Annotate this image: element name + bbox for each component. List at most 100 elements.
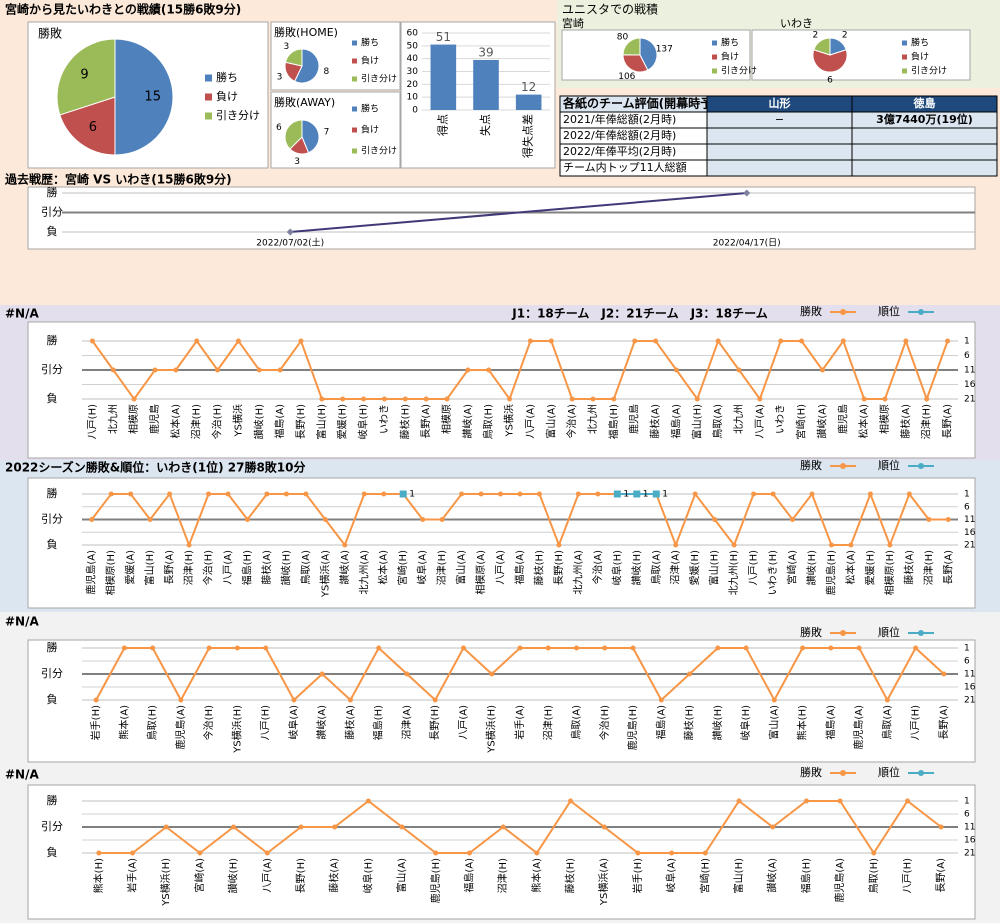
x-tick-label: 今治(H) — [202, 705, 215, 740]
table-cell — [851, 127, 998, 145]
legend-swatch — [902, 54, 907, 60]
point — [941, 671, 947, 677]
x-tick-label: 八戸(H) — [910, 705, 922, 740]
point — [882, 396, 888, 402]
x-tick-label: 鹿児島(A) — [833, 858, 846, 903]
table-cell — [851, 143, 998, 161]
pie-slice — [301, 119, 320, 154]
point — [108, 491, 114, 497]
point — [432, 697, 438, 703]
point — [871, 850, 877, 856]
annotation: J1：18チーム J2：21チーム J3：18チーム — [511, 307, 767, 321]
y-tick-label: 30 — [407, 67, 419, 77]
legend-marker — [840, 309, 846, 315]
x-tick-label: 宮崎(A) — [193, 858, 206, 893]
y2-tick-label: 6 — [964, 810, 970, 820]
point — [770, 824, 776, 830]
y2-tick-label: 16 — [964, 528, 976, 538]
x-tick-label: 岩手(A) — [513, 705, 526, 740]
y-tick-label: 50 — [407, 41, 419, 51]
point — [206, 491, 212, 497]
x-tick-label: 藤枝(H) — [564, 858, 577, 893]
x-tick-label: 今治(H) — [211, 404, 224, 439]
point — [630, 645, 636, 651]
x-tick-label: いわき — [378, 404, 390, 434]
y2-tick-label: 21 — [964, 541, 975, 551]
x-tick-label: 藤枝(A) — [328, 858, 341, 893]
pie-label: 137 — [656, 45, 673, 55]
point — [478, 491, 484, 497]
point — [590, 396, 596, 402]
x-tick-label: 鳥取(H) — [867, 858, 880, 893]
y-tick-label: 引分 — [41, 205, 63, 219]
y2-tick-label: 11 — [964, 366, 975, 376]
point — [800, 645, 806, 651]
table-cell — [706, 159, 853, 177]
pie-title: 勝敗(HOME) — [274, 25, 338, 39]
x-tick-label: 八戸(A) — [222, 550, 234, 585]
x-tick-label: 讃岐(H) — [279, 550, 292, 585]
x-tick-label: 愛媛(H) — [863, 550, 876, 585]
x-tick-label: 讃岐(H) — [711, 705, 724, 740]
point — [433, 850, 439, 856]
x-tick-label: 富山(A) — [395, 858, 408, 893]
panel — [27, 784, 976, 920]
pie-slice — [59, 96, 116, 156]
x-tick-label: 讃岐(A) — [766, 858, 779, 893]
x-tick-label: 讃岐(H) — [227, 858, 240, 893]
x-tick-label: 岐阜(A) — [416, 550, 429, 585]
x-tick-label: 鳥取(H) — [482, 404, 495, 439]
point — [611, 396, 617, 402]
point — [569, 396, 575, 402]
point — [574, 645, 580, 651]
x-tick-label: 藤枝(A) — [343, 705, 356, 740]
table-cell — [851, 159, 998, 177]
point — [420, 517, 426, 522]
point — [819, 367, 825, 373]
point — [751, 491, 757, 497]
x-tick-label: 愛媛(A) — [124, 550, 137, 585]
table-title: 各紙のチーム評価(開幕時予想) — [562, 96, 730, 111]
x-tick-label: 得点 — [436, 114, 449, 136]
x-tick-label: 藤枝(A) — [899, 404, 912, 439]
point — [423, 396, 429, 402]
legend-label: 引き分け — [216, 108, 260, 122]
pie-label: 7 — [324, 128, 330, 138]
point — [770, 491, 776, 497]
x-tick-label: 藤枝(A) — [902, 550, 915, 585]
pie-label: 3 — [277, 72, 283, 82]
x-tick-label: 讃岐(A) — [461, 404, 474, 439]
point — [147, 517, 153, 522]
y-tick-label: 負 — [47, 392, 58, 405]
x-tick-label: 今治(H) — [202, 550, 215, 585]
pie-slice — [622, 54, 649, 73]
x-tick-label: 沼津(A) — [400, 705, 413, 740]
point — [319, 396, 325, 402]
pie-label: 6 — [89, 120, 97, 135]
x-tick-label: 鹿児島 — [148, 404, 161, 434]
x-tick-label: 北九州 — [733, 404, 745, 434]
point — [264, 491, 270, 497]
point — [867, 491, 873, 497]
legend-marker — [918, 770, 924, 776]
x-tick-label: YS横浜 — [231, 404, 244, 437]
x-tick-label: 宮崎(H) — [795, 404, 808, 439]
legend-label: 勝ち — [361, 103, 379, 115]
pie-title: 勝敗 — [38, 26, 62, 41]
x-tick-label: 富山(H) — [708, 550, 721, 585]
panel — [27, 639, 976, 763]
pie-label: 6 — [276, 123, 282, 133]
y2-tick-label: 6 — [964, 657, 970, 667]
pie-label: 2 — [842, 30, 848, 40]
point — [945, 338, 951, 344]
point — [848, 542, 854, 548]
x-tick-label: 沼津(H) — [920, 404, 933, 439]
point — [283, 491, 289, 497]
x-tick-label: 福島(A) — [654, 705, 667, 740]
point — [404, 671, 410, 677]
cell-text: − — [775, 113, 784, 126]
legend-label: 順位 — [878, 765, 900, 779]
point — [534, 850, 540, 856]
point — [121, 645, 127, 651]
point — [938, 824, 944, 830]
